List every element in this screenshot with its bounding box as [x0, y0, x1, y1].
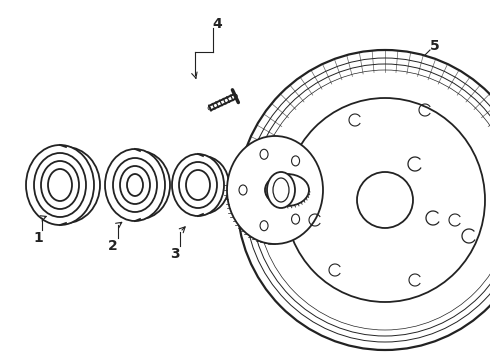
- Ellipse shape: [265, 174, 309, 206]
- Ellipse shape: [227, 136, 323, 244]
- Ellipse shape: [186, 170, 210, 200]
- Ellipse shape: [26, 145, 94, 225]
- Text: 5: 5: [430, 39, 440, 53]
- Ellipse shape: [32, 147, 100, 223]
- Ellipse shape: [113, 158, 157, 212]
- Ellipse shape: [292, 156, 299, 166]
- Text: 2: 2: [108, 239, 118, 253]
- Ellipse shape: [257, 70, 490, 330]
- Ellipse shape: [239, 185, 247, 195]
- Text: 1: 1: [33, 231, 43, 245]
- Ellipse shape: [177, 156, 229, 214]
- Text: 4: 4: [212, 17, 222, 31]
- Ellipse shape: [110, 151, 170, 219]
- Ellipse shape: [267, 172, 295, 208]
- Ellipse shape: [245, 58, 490, 342]
- Ellipse shape: [105, 149, 165, 221]
- Ellipse shape: [120, 166, 150, 204]
- Ellipse shape: [251, 64, 490, 336]
- Ellipse shape: [292, 214, 299, 224]
- Ellipse shape: [237, 50, 490, 350]
- Ellipse shape: [179, 162, 217, 208]
- Ellipse shape: [357, 172, 413, 228]
- Text: 3: 3: [170, 247, 180, 261]
- Ellipse shape: [41, 161, 79, 209]
- Ellipse shape: [273, 178, 289, 202]
- Ellipse shape: [260, 149, 268, 159]
- Ellipse shape: [127, 174, 143, 196]
- Ellipse shape: [48, 169, 72, 201]
- Ellipse shape: [34, 153, 86, 217]
- Ellipse shape: [285, 98, 485, 302]
- Ellipse shape: [172, 154, 224, 216]
- Ellipse shape: [260, 221, 268, 231]
